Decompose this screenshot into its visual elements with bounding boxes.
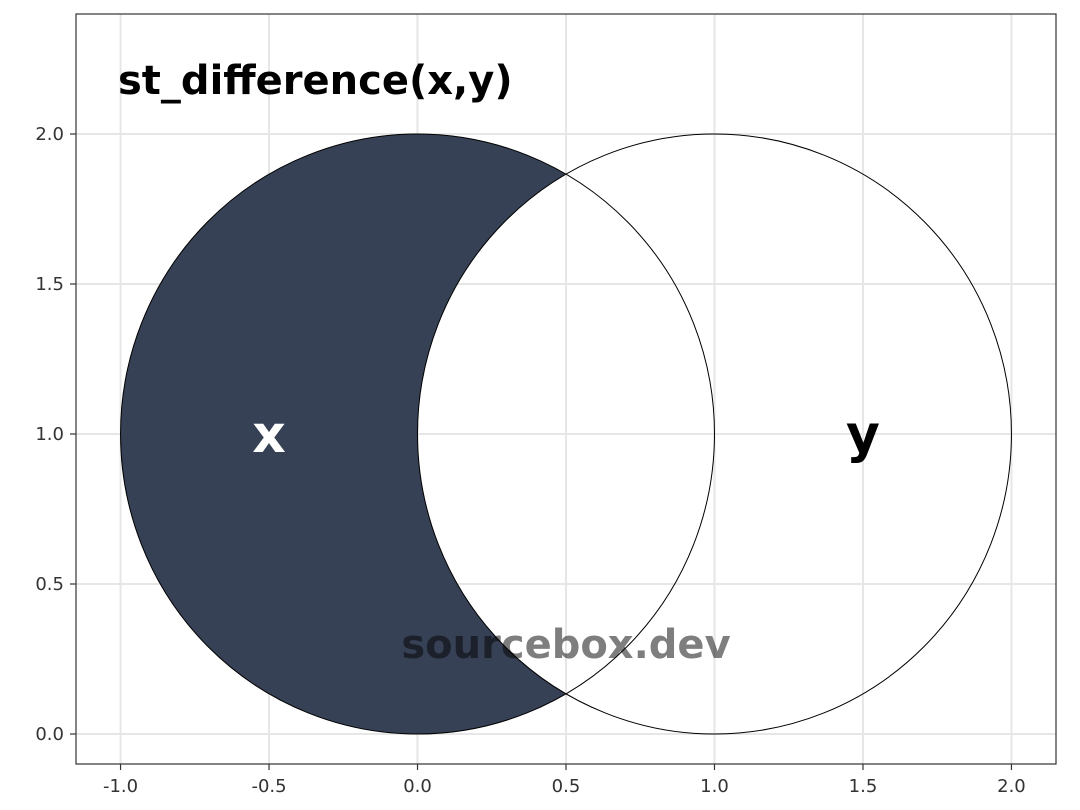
x-tick-label: -0.5 xyxy=(251,776,286,797)
watermark-text: sourcebox.dev xyxy=(401,622,730,668)
x-tick-label: 1.5 xyxy=(849,776,878,797)
y-tick-label: 0.5 xyxy=(35,574,64,595)
x-tick-label: 2.0 xyxy=(997,776,1026,797)
circle-label-y: y xyxy=(846,405,880,465)
x-tick-label: 0.0 xyxy=(403,776,432,797)
y-tick-label: 2.0 xyxy=(35,124,64,145)
circle-y-outline xyxy=(417,133,1012,735)
x-tick-label: -1.0 xyxy=(103,776,138,797)
chart-title: st_difference(x,y) xyxy=(118,58,513,104)
circle-label-x: x xyxy=(252,405,286,465)
x-tick-label: 1.0 xyxy=(700,776,729,797)
y-tick-label: 0.0 xyxy=(35,724,64,745)
y-tick-label: 1.0 xyxy=(35,424,64,445)
circle-labels: x y sourcebox.dev xyxy=(252,405,880,668)
circle-x-outline xyxy=(120,133,715,735)
axes: -1.0 -0.5 0.0 0.5 1.0 1.5 2.0 0.0 0.5 1.0 1.5 2.0 xyxy=(35,124,1025,797)
y-tick-label: 1.5 xyxy=(35,274,64,295)
shapes xyxy=(120,133,1012,735)
difference-region xyxy=(120,134,567,734)
x-tick-label: 0.5 xyxy=(552,776,581,797)
